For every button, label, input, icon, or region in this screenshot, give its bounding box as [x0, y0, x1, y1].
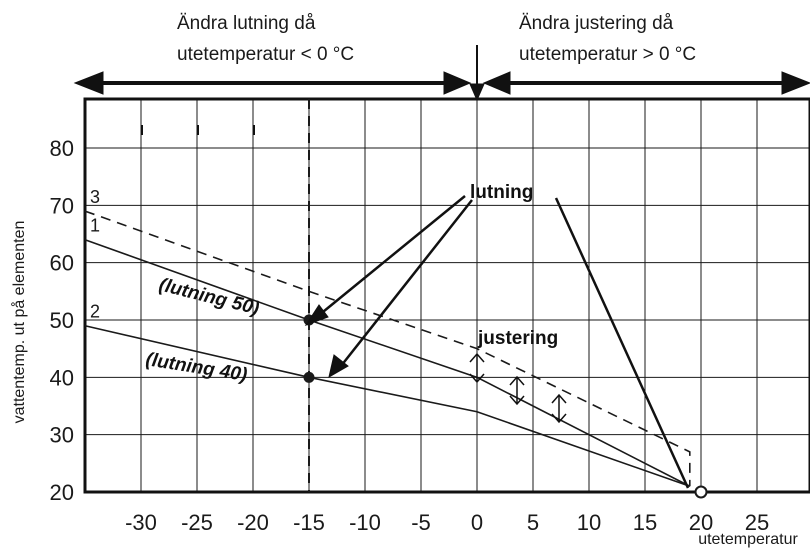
- annotation-arrows: [304, 195, 690, 489]
- header-arrows: [73, 45, 810, 102]
- lutning-arrowhead-40-icon: [328, 354, 349, 379]
- x-tick-label: 25: [745, 510, 769, 535]
- y-tick-labels: 20 30 40 50 60 70 80: [50, 136, 74, 505]
- series-line: [84, 210, 691, 487]
- y-tick-label: 20: [50, 480, 74, 505]
- x-tick-label: 15: [633, 510, 657, 535]
- x-tick-label: -5: [411, 510, 431, 535]
- series-labels: 1 2 3: [90, 187, 100, 322]
- y-tick-label: 80: [50, 136, 74, 161]
- y-tick-label: 30: [50, 423, 74, 448]
- header-left-line2: utetemperatur < 0 °C: [177, 44, 354, 65]
- series-line: [84, 324, 691, 488]
- y-tick-label: 60: [50, 251, 74, 276]
- y-axis-label: vattentemp. ut på elementen: [10, 221, 28, 424]
- x-tick-label: -25: [181, 510, 213, 535]
- lutning-arrowhead-50-icon: [304, 304, 329, 326]
- series-lines: [84, 210, 691, 488]
- middle-left-arrowhead-icon: [443, 71, 472, 95]
- plot-frame: [83, 97, 810, 494]
- x-tick-label: -20: [237, 510, 269, 535]
- x-tick-label: -10: [349, 510, 381, 535]
- series-label: 3: [90, 187, 100, 207]
- open-point-marker: [694, 485, 708, 499]
- y-tick-label: 70: [50, 193, 74, 218]
- header-left-line1: Ändra lutning då: [177, 13, 316, 34]
- justering-double-arrows: [469, 352, 567, 424]
- x-tick-label: -30: [125, 510, 157, 535]
- x-tick-label: 0: [471, 510, 483, 535]
- series-line: [84, 238, 691, 487]
- y-tick-label: 40: [50, 365, 74, 390]
- lutning-arrow-to-40: [340, 199, 473, 367]
- x-axis-label: utetemperatur: [698, 531, 798, 548]
- annotation-lutning: lutning: [470, 182, 533, 203]
- x-tick-labels: -30 -25 -20 -15 -10 -5 0 5 10 15 20 25: [125, 510, 769, 535]
- left-arrowhead-icon: [73, 71, 104, 95]
- x-tick-label: 5: [527, 510, 539, 535]
- y-tick-label: 50: [50, 308, 74, 333]
- data-point-marker: [303, 371, 315, 383]
- middle-right-arrowhead-icon: [482, 71, 511, 95]
- x-tick-label: 10: [577, 510, 601, 535]
- lutning-arrow-to-50: [317, 195, 466, 317]
- header-right-line2: utetemperatur > 0 °C: [519, 44, 696, 65]
- header-right-line1: Ändra justering då: [519, 13, 674, 34]
- x-tick-label: -15: [293, 510, 325, 535]
- right-arrowhead-icon: [781, 71, 810, 95]
- series-label: 2: [90, 302, 100, 322]
- series-label: 1: [90, 216, 100, 236]
- top-row-ticks: [141, 125, 255, 135]
- down-arrowhead-icon: [469, 83, 485, 102]
- annotation-lutning-50: (lutning 50): [157, 274, 261, 319]
- grid: [85, 99, 810, 492]
- annotation-lutning-40: (lutning 40): [144, 349, 248, 386]
- x-tick-label: 20: [689, 510, 713, 535]
- annotation-justering: justering: [477, 328, 558, 349]
- lutning-line-to-20: [554, 197, 690, 489]
